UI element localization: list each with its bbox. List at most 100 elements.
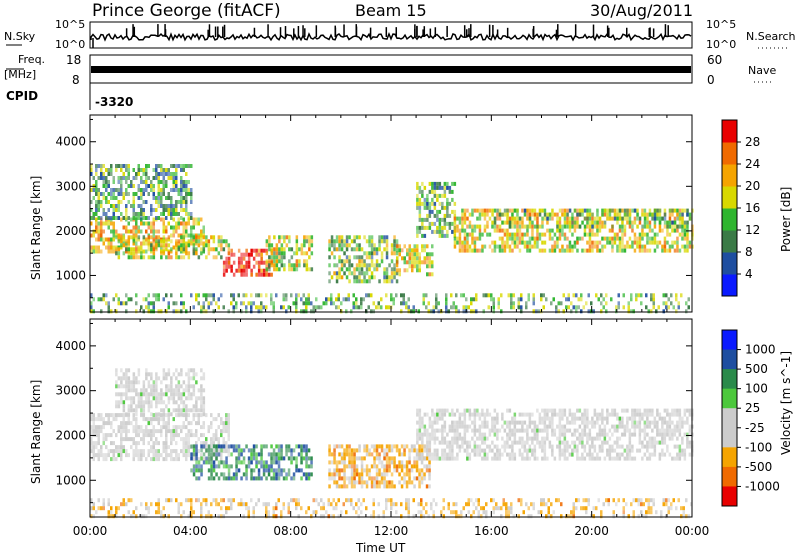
- echo-cell: [100, 204, 103, 208]
- echo-cell: [200, 309, 203, 314]
- echo-cell: [558, 456, 562, 461]
- echo-cell: [506, 220, 509, 225]
- echo-cell: [358, 271, 361, 276]
- echo-cell: [603, 208, 607, 213]
- echo-cell: [275, 472, 278, 477]
- echo-cell: [140, 245, 143, 250]
- echo-cell: [658, 456, 662, 461]
- echo-cell: [160, 425, 163, 430]
- echo-cell: [365, 484, 369, 489]
- echo-cell: [507, 293, 510, 298]
- echo-cell: [110, 168, 113, 172]
- echo-cell: [623, 424, 627, 429]
- echo-cell: [541, 436, 544, 441]
- echo-cell: [446, 209, 449, 214]
- echo-cell: [621, 244, 624, 249]
- echo-cell: [257, 268, 261, 273]
- echo-cell: [92, 502, 95, 507]
- echo-cell: [651, 428, 654, 433]
- echo-cell: [235, 472, 238, 477]
- echo-cell: [295, 267, 299, 272]
- echo-cell: [380, 305, 383, 310]
- echo-cell: [167, 408, 171, 413]
- echo-cell: [478, 224, 482, 229]
- sky-label: N.Sky: [4, 30, 36, 43]
- echo-cell: [162, 376, 166, 381]
- echo-cell: [115, 457, 118, 462]
- echo-cell: [510, 293, 513, 298]
- echo-cell: [410, 444, 414, 449]
- echo-cell: [603, 436, 607, 441]
- echo-cell: [162, 372, 166, 377]
- echo-cell: [182, 301, 185, 306]
- echo-cell: [147, 293, 150, 298]
- echo-cell: [345, 452, 349, 457]
- echo-cell: [628, 212, 632, 217]
- echo-cell: [511, 216, 514, 221]
- echo-cell: [180, 396, 183, 401]
- echo-cell: [493, 444, 497, 449]
- echo-cell: [187, 376, 191, 381]
- echo-cell: [392, 297, 395, 302]
- echo-cell: [673, 408, 677, 413]
- echo-cell: [586, 408, 589, 413]
- echo-cell: [606, 412, 609, 417]
- echo-cell: [453, 412, 457, 417]
- echo-cell: [490, 293, 493, 298]
- echo-cell: [227, 464, 231, 469]
- echo-cell: [385, 468, 389, 473]
- echo-cell: [596, 228, 599, 233]
- echo-cell: [466, 408, 469, 413]
- echo-cell: [312, 309, 315, 314]
- echo-cell: [200, 396, 203, 401]
- echo-cell: [275, 247, 279, 252]
- echo-cell: [340, 476, 344, 481]
- echo-cell: [648, 248, 652, 253]
- echo-cell: [583, 448, 587, 453]
- echo-cell: [358, 279, 361, 284]
- echo-cell: [260, 305, 263, 310]
- echo-cell: [190, 468, 193, 473]
- echo-cell: [623, 232, 627, 237]
- echo-cell: [508, 456, 512, 461]
- echo-cell: [493, 248, 497, 253]
- echo-cell: [416, 248, 419, 253]
- echo-cell: [97, 433, 100, 438]
- echo-cell: [400, 484, 404, 489]
- echo-cell: [481, 424, 484, 429]
- echo-cell: [190, 368, 193, 373]
- echo-cell: [551, 452, 554, 457]
- echo-cell: [232, 309, 235, 314]
- echo-cell: [135, 251, 138, 256]
- echo-cell: [117, 176, 120, 180]
- echo-cell: [526, 428, 529, 433]
- echo-cell: [438, 181, 442, 186]
- echo-cell: [170, 225, 173, 230]
- echo-cell: [297, 452, 301, 457]
- echo-cell: [531, 236, 534, 241]
- echo-cell: [553, 240, 557, 245]
- echo-cell: [618, 452, 622, 457]
- echo-cell: [673, 220, 677, 225]
- echo-cell: [177, 388, 181, 393]
- echo-cell: [643, 452, 647, 457]
- echo-cell: [393, 247, 396, 252]
- echo-cell: [486, 436, 489, 441]
- echo-cell: [388, 484, 391, 489]
- echo-cell: [408, 448, 411, 453]
- echo-cell: [671, 408, 674, 413]
- echo-cell: [165, 168, 168, 172]
- echo-cell: [656, 412, 659, 417]
- echo-cell: [506, 436, 509, 441]
- echo-cell: [227, 260, 231, 265]
- echo-cell: [568, 220, 572, 225]
- echo-cell: [155, 297, 158, 302]
- echo-cell: [127, 172, 130, 176]
- echo-cell: [287, 456, 291, 461]
- echo-cell: [511, 452, 514, 457]
- echo-cell: [378, 279, 381, 284]
- echo-cell: [197, 468, 201, 473]
- echo-cell: [150, 421, 153, 426]
- echo-cell: [558, 224, 562, 229]
